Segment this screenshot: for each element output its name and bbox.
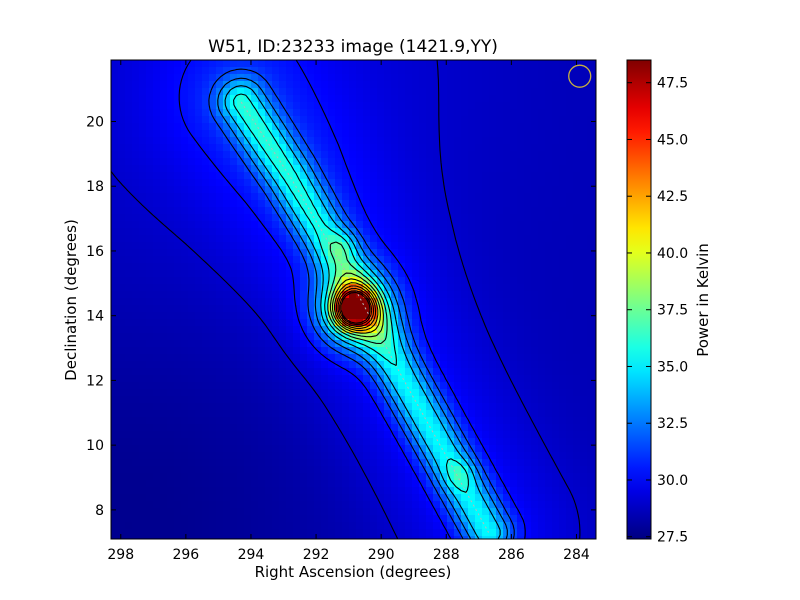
colorbar-tick-label: 27.5 xyxy=(657,530,688,546)
ridge-trace xyxy=(240,101,490,533)
heatmap-panel xyxy=(110,59,597,540)
x-axis-label: Right Ascension (degrees) xyxy=(255,563,452,581)
colorbar-tick-label: 32.5 xyxy=(657,416,688,432)
x-tick-label: 284 xyxy=(563,547,590,563)
contour-line xyxy=(340,291,371,324)
y-tick-label: 14 xyxy=(86,309,104,325)
heatmap-image xyxy=(111,60,596,539)
beam-circle xyxy=(568,64,592,88)
ridge-line xyxy=(240,101,490,533)
y-axis: 8 10 12 14 16 18 20 xyxy=(86,114,596,519)
colorbar-tick-label: 35.0 xyxy=(657,359,688,375)
contour-line xyxy=(327,241,388,345)
colorbar-tick-label: 37.5 xyxy=(657,303,688,319)
y-tick-label: 18 xyxy=(86,179,104,195)
y-tick-label: 20 xyxy=(86,114,104,130)
x-tick-label: 296 xyxy=(172,547,199,563)
colorbar-tick-label: 45.0 xyxy=(657,132,688,148)
contour-line xyxy=(331,278,381,334)
y-tick-label: 12 xyxy=(86,373,104,389)
x-tick-label: 290 xyxy=(368,547,395,563)
contour-line xyxy=(178,60,526,539)
x-axis: 298 296 294 292 290 288 286 284 xyxy=(107,60,590,563)
contour-line xyxy=(233,93,469,493)
contour-line xyxy=(217,77,508,539)
x-tick-label: 292 xyxy=(303,547,330,563)
contour-line xyxy=(111,60,581,539)
colorbar-bar xyxy=(626,59,652,540)
x-tick-label: 288 xyxy=(433,547,460,563)
y-axis-label: Declination (degrees) xyxy=(62,219,80,381)
colorbar-label: Power in Kelvin xyxy=(694,243,712,357)
x-tick-label: 298 xyxy=(107,547,134,563)
plot-frame xyxy=(110,59,597,540)
chart-title: W51, ID:23233 image (1421.9,YY) xyxy=(208,37,498,57)
colorbar-tick-label: 47.5 xyxy=(657,76,688,92)
contour-line xyxy=(339,290,373,326)
x-tick-label: 286 xyxy=(498,547,525,563)
contour-line xyxy=(208,68,515,539)
contour-line xyxy=(333,282,379,332)
colorbar: 27.5 30.0 32.5 35.0 37.5 40.0 42.5 45.0 47.5 Pow… xyxy=(626,59,712,546)
contour-line xyxy=(335,285,377,329)
contour-line xyxy=(224,85,501,539)
contour-lines xyxy=(111,60,581,539)
contour-line xyxy=(337,287,375,327)
y-tick-label: 10 xyxy=(86,438,104,454)
beam-marker xyxy=(568,64,592,88)
colorbar-tick-label: 42.5 xyxy=(657,189,688,205)
y-tick-label: 8 xyxy=(95,503,104,519)
y-tick-label: 16 xyxy=(86,244,104,260)
x-tick-label: 294 xyxy=(238,547,265,563)
colorbar-ticks: 27.5 30.0 32.5 35.0 37.5 40.0 42.5 45.0 47.5 xyxy=(627,76,688,546)
colorbar-tick-label: 40.0 xyxy=(657,246,688,262)
colorbar-tick-label: 30.0 xyxy=(657,473,688,489)
contour-line xyxy=(329,272,384,338)
